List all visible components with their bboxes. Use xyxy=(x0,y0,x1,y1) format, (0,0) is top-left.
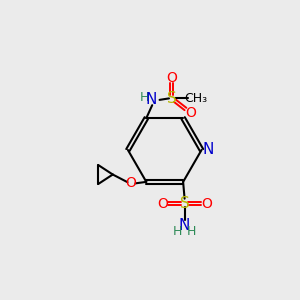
Text: CH₃: CH₃ xyxy=(184,92,208,105)
Text: O: O xyxy=(185,106,196,119)
Text: H: H xyxy=(140,91,149,104)
Text: O: O xyxy=(201,197,212,211)
Text: S: S xyxy=(180,196,190,211)
Text: N: N xyxy=(179,218,190,233)
Text: N: N xyxy=(146,92,157,107)
Text: N: N xyxy=(202,142,214,158)
Text: O: O xyxy=(157,197,168,211)
Text: O: O xyxy=(126,176,136,190)
Text: O: O xyxy=(167,71,177,85)
Text: H: H xyxy=(172,225,182,239)
Text: S: S xyxy=(167,91,177,106)
Text: H: H xyxy=(186,225,196,239)
